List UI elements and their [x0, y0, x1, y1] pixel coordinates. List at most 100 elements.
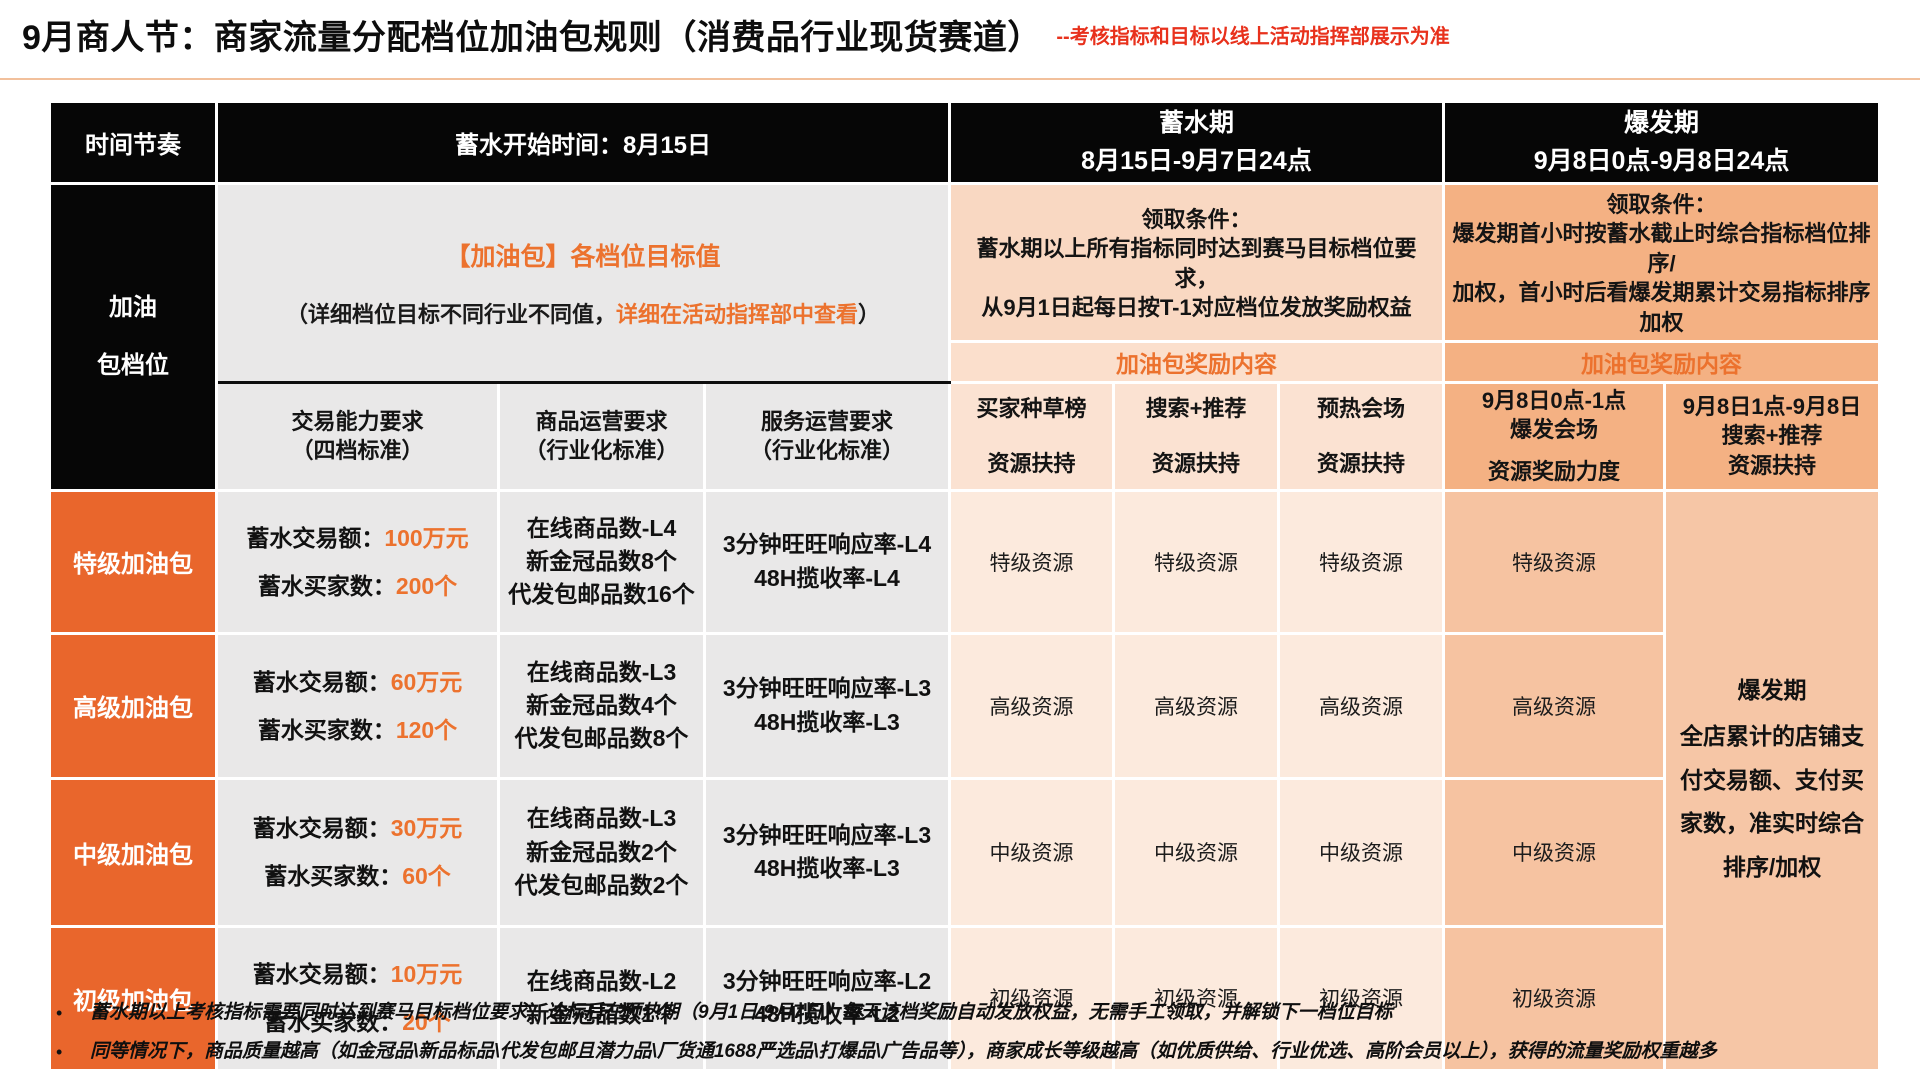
page-title-bar: 9月商人节：商家流量分配档位加油包规则（消费品行业现货赛道） --考核指标和目标…: [22, 10, 1902, 59]
tier-grass-cell: 特级资源: [948, 488, 1115, 635]
water-condition-body: 蓄水期以上所有指标同时达到赛马目标档位要求， 从9月1日起每日按T-1对应档位发…: [976, 235, 1417, 321]
tier-search-cell: 高级资源: [1112, 631, 1280, 780]
trade-label: 蓄水交易额：: [252, 815, 391, 842]
target-note-pre: （详细档位目标不同行业不同值，: [285, 301, 616, 327]
subheader-burst-venue-top: 9月8日0点-1点 爆发会场: [1481, 387, 1627, 443]
subheader-service: 服务运营要求 （行业化标准）: [703, 380, 951, 492]
footnote-text: 蓄水期以上考核指标需要同时达到赛马目标档位要求，达标后在预热期（9月1日-9月7…: [90, 1002, 1393, 1023]
header-water-start: 蓄水开始时间：8月15日: [215, 100, 951, 185]
page-title: 9月商人节：商家流量分配档位加油包规则（消费品行业现货赛道）: [22, 19, 1042, 57]
tier-goods-cell: 在线商品数-L3 新金冠品数2个 代发包邮品数2个: [497, 776, 706, 928]
tier-search-cell: 初级资源: [1112, 924, 1280, 1072]
burst-condition-cell: 领取条件： 爆发期首小时按蓄水截止时综合指标档位排序/ 加权，首小时后看爆发期累…: [1442, 182, 1882, 343]
trade-label: 蓄水买家数：: [264, 1009, 403, 1036]
subheader-preheat-bottom: 资源扶持: [1317, 451, 1406, 477]
tier-name: 中级加油包: [48, 776, 218, 928]
trade-value: 30万元: [390, 815, 463, 842]
subheader-grass-bottom: 资源扶持: [987, 451, 1076, 477]
tier-preheat-cell: 特级资源: [1276, 488, 1446, 635]
target-values-title: 【加油包】各档位目标值: [445, 242, 721, 271]
page-title-note: --考核指标和目标以线上活动指挥部展示为准: [1056, 26, 1450, 48]
trade-value: 10万元: [390, 961, 463, 988]
tier-name: 高级加油包: [48, 631, 218, 780]
tier-grass-cell: 初级资源: [948, 924, 1115, 1072]
trade-value: 120个: [395, 716, 458, 743]
burst-condition-title: 领取条件：: [1606, 192, 1717, 217]
title-divider: [0, 78, 1920, 80]
header-burst-period: 爆发期 9月8日0点-9月8日24点: [1442, 100, 1882, 185]
subheader-burst-venue-bottom: 资源奖励力度: [1488, 459, 1621, 485]
trade-value: 100万元: [384, 524, 469, 551]
tier-name: 特级加油包: [48, 488, 218, 635]
tier-search-cell: 中级资源: [1112, 776, 1280, 928]
tier-service-cell: 3分钟旺旺响应率-L3 48H揽收率-L3: [703, 631, 951, 780]
target-note-post: ）: [858, 301, 881, 327]
subheader-goods: 商品运营要求 （行业化标准）: [497, 380, 706, 492]
table-row-conditions: 加油 包档位 【加油包】各档位目标值 （详细档位目标不同行业不同值，详细在活动指…: [48, 182, 1882, 492]
trade-label: 蓄水买家数：: [264, 863, 403, 890]
footnote-item: • 蓄水期以上考核指标需要同时达到赛马目标档位要求，达标后在预热期（9月1日-9…: [50, 1000, 1880, 1027]
burst-merged-body: 全店累计的店铺支付交易额、支付买家数，准实时综合排序/加权: [1680, 722, 1865, 880]
water-condition-cell: 领取条件： 蓄水期以上所有指标同时达到赛马目标档位要求， 从9月1日起每日按T-…: [947, 182, 1446, 343]
trade-label: 蓄水交易额：: [252, 961, 391, 988]
tier-preheat-cell: 初级资源: [1276, 924, 1446, 1072]
table-row-tier-3: 初级加油包 蓄水交易额：10万元 蓄水买家数：20个 在线商品数-L2 新金冠品…: [48, 924, 1880, 1072]
tier-trade-cell: 蓄水交易额：60万元 蓄水买家数：120个: [215, 631, 500, 780]
subheader-burst-search: 9月8日1点-9月8日 搜索+推荐 资源扶持: [1663, 380, 1882, 492]
subheader-grass-top: 买家种草榜: [976, 395, 1087, 421]
footnote-item: • 同等情况下，商品质量越高（如金冠品\新品标品\代发包邮且潜力品\厂货通168…: [50, 1039, 1880, 1066]
header-water-period: 蓄水期 8月15日-9月7日24点: [947, 100, 1446, 185]
footnotes: • 蓄水期以上考核指标需要同时达到赛马目标档位要求，达标后在预热期（9月1日-9…: [50, 1000, 1880, 1078]
tier-preheat-cell: 中级资源: [1276, 776, 1446, 928]
tier-service-cell: 3分钟旺旺响应率-L3 48H揽收率-L3: [703, 776, 951, 928]
tier-preheat-cell: 高级资源: [1276, 631, 1446, 780]
tier-trade-cell: 蓄水交易额：30万元 蓄水买家数：60个: [215, 776, 500, 928]
trade-label: 蓄水买家数：: [257, 716, 396, 743]
table-row-reward-labels: 加油包奖励内容 加油包奖励内容: [50, 339, 1882, 384]
header-time-rhythm: 时间节奏: [48, 100, 218, 185]
tier-goods-cell: 在线商品数-L4 新金冠品数8个 代发包邮品数16个: [497, 488, 706, 635]
burst-condition-body: 爆发期首小时按蓄水截止时综合指标档位排序/ 加权，首小时后看爆发期累计交易指标排…: [1452, 221, 1871, 336]
tier-service-cell: 3分钟旺旺响应率-L2 48H揽收率-L2: [703, 924, 951, 1072]
subheader-search: 搜索+推荐 资源扶持: [1112, 380, 1280, 492]
trade-value: 60个: [402, 863, 451, 890]
bullet-icon: •: [56, 1042, 63, 1062]
trade-label: 蓄水交易额：: [252, 668, 391, 695]
water-condition-title: 领取条件：: [1141, 206, 1252, 232]
subheader-search-bottom: 资源扶持: [1151, 451, 1240, 477]
water-reward-label: 加油包奖励内容: [947, 339, 1446, 384]
subheader-burst-venue: 9月8日0点-1点 爆发会场 资源奖励力度: [1442, 380, 1667, 492]
tier-burst-venue-cell: 高级资源: [1442, 631, 1667, 780]
table-row-tier-1: 高级加油包 蓄水交易额：60万元 蓄水买家数：120个 在线商品数-L3 新金冠…: [48, 631, 1880, 780]
subheader-preheat-top: 预热会场: [1317, 395, 1406, 421]
trade-label: 蓄水交易额：: [246, 524, 385, 551]
tier-burst-venue-cell: 中级资源: [1442, 776, 1667, 928]
burst-merged-title: 爆发期: [1737, 676, 1807, 703]
target-values-cell: 【加油包】各档位目标值 （详细档位目标不同行业不同值，详细在活动指挥部中查看）: [215, 182, 951, 384]
burst-merged-cell: 爆发期 全店累计的店铺支付交易额、支付买家数，准实时综合排序/加权: [1663, 488, 1882, 1072]
trade-label: 蓄水买家数：: [257, 572, 396, 599]
target-note-link: 详细在活动指挥部中查看: [615, 301, 858, 327]
tier-grass-cell: 高级资源: [948, 631, 1115, 780]
tier-service-cell: 3分钟旺旺响应率-L4 48H揽收率-L4: [703, 488, 951, 635]
table-row-subheaders: 交易能力要求 （四档标准） 商品运营要求 （行业化标准） 服务运营要求 （行业化…: [50, 380, 1882, 492]
tier-name: 初级加油包: [48, 924, 218, 1072]
tier-search-cell: 特级资源: [1112, 488, 1280, 635]
fuel-pack-rules-table: 时间节奏 蓄水开始时间：8月15日 蓄水期 8月15日-9月7日24点 爆发期 …: [48, 100, 1882, 1072]
bullet-icon: •: [56, 1003, 63, 1023]
tier-goods-cell: 在线商品数-L2 新金冠品数1个: [497, 924, 706, 1072]
table-row-tier-2: 中级加油包 蓄水交易额：30万元 蓄水买家数：60个 在线商品数-L3 新金冠品…: [48, 776, 1880, 928]
trade-value: 200个: [395, 572, 458, 599]
tier-trade-cell: 蓄水交易额：100万元 蓄水买家数：200个: [215, 488, 500, 635]
trade-value: 20个: [402, 1009, 451, 1036]
subheader-search-top: 搜索+推荐: [1145, 395, 1247, 421]
footnote-text: 同等情况下，商品质量越高（如金冠品\新品标品\代发包邮且潜力品\厂货通1688严…: [90, 1041, 1717, 1062]
table-row-periods: 时间节奏 蓄水开始时间：8月15日 蓄水期 8月15日-9月7日24点 爆发期 …: [48, 100, 1882, 185]
tier-trade-cell: 蓄水交易额：10万元 蓄水买家数：20个: [215, 924, 500, 1072]
header-tier-axis: 加油 包档位: [48, 182, 218, 492]
table-row-tier-0: 特级加油包 蓄水交易额：100万元 蓄水买家数：200个 在线商品数-L4 新金…: [48, 488, 1882, 1072]
subheader-grass: 买家种草榜 资源扶持: [948, 380, 1115, 492]
tier-burst-venue-cell: 特级资源: [1442, 488, 1667, 635]
tier-burst-venue-cell: 初级资源: [1442, 924, 1667, 1072]
tier-grass-cell: 中级资源: [948, 776, 1115, 928]
